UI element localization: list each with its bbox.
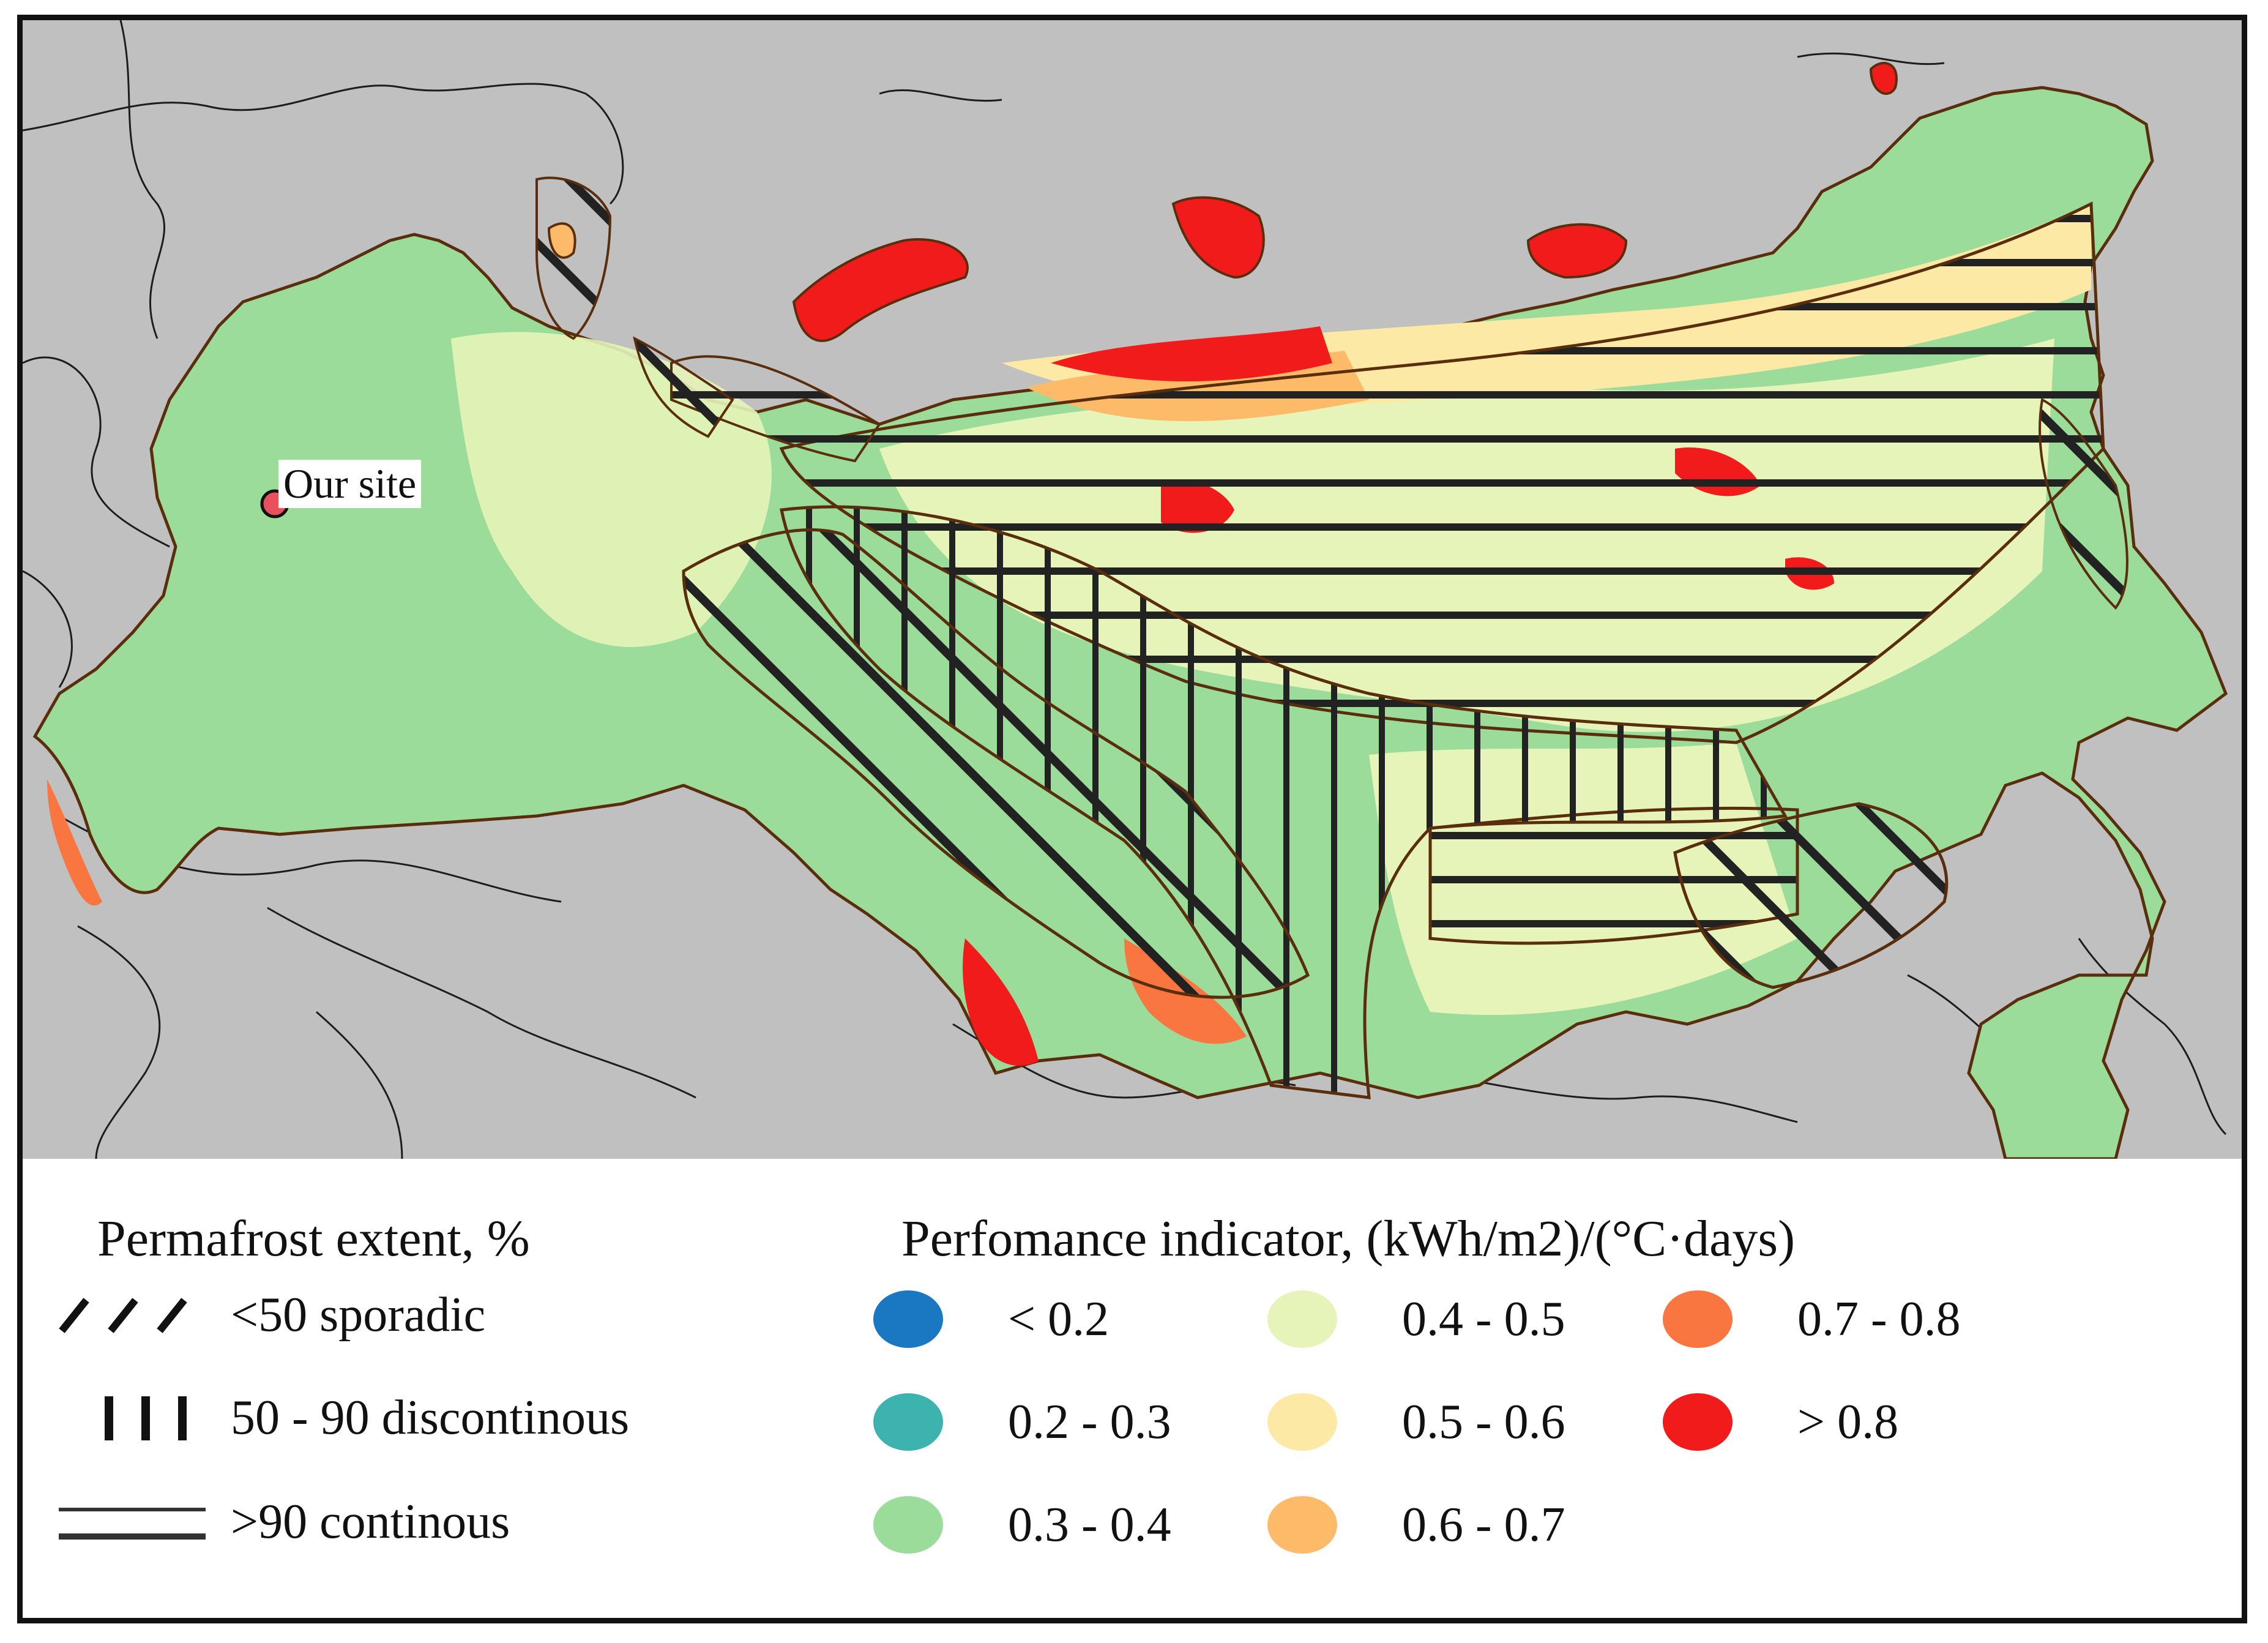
performance-legend-title: Perfomance indicator, (kWh/m2)/(°C·days)	[901, 1210, 1796, 1267]
horizontal-hatch-swatch	[59, 1507, 206, 1540]
color-swatch	[873, 1496, 943, 1554]
color-swatch	[1663, 1290, 1733, 1348]
vertical-hatch-swatch	[105, 1396, 187, 1440]
permafrost-legend-title: Permafrost extent, %	[97, 1210, 530, 1267]
legend-item-continuous: >90 continous	[56, 1494, 510, 1550]
site-label: Our site	[278, 460, 422, 508]
legend-label: 0.6 - 0.7	[1402, 1497, 1565, 1552]
legend-label: 0.3 - 0.4	[1008, 1497, 1171, 1552]
legend-item-0-7-0-8: 0.7 - 0.8	[1663, 1290, 1961, 1348]
map-svg	[23, 20, 2228, 1159]
figure-frame: Our site Permafrost extent, % <50 sporad…	[17, 15, 2247, 1623]
legend-item-sporadic: <50 sporadic	[56, 1287, 485, 1343]
legend-label: < 0.2	[1008, 1292, 1110, 1346]
color-swatch	[1267, 1496, 1337, 1554]
legend-item-0-4-0-5: 0.4 - 0.5	[1267, 1290, 1565, 1348]
color-swatch	[1267, 1290, 1337, 1348]
color-swatch	[873, 1290, 943, 1348]
legend-panel: Permafrost extent, % <50 sporadic 50 - 9…	[23, 1159, 2242, 1618]
legend-item-gt-0-8: > 0.8	[1663, 1393, 1898, 1451]
legend-item-0-2-0-3: 0.2 - 0.3	[873, 1393, 1171, 1451]
legend-label-continuous: >90 continous	[231, 1495, 510, 1549]
legend-label: 0.4 - 0.5	[1402, 1292, 1565, 1346]
legend-label: 0.2 - 0.3	[1008, 1394, 1171, 1449]
legend-item-lt-0-2: < 0.2	[873, 1290, 1109, 1348]
legend-label: 0.7 - 0.8	[1797, 1292, 1961, 1346]
legend-label: > 0.8	[1797, 1394, 1899, 1449]
legend-item-0-3-0-4: 0.3 - 0.4	[873, 1496, 1171, 1554]
neighbour-country-outlines	[23, 20, 2227, 1159]
diagonal-hatch-swatch	[59, 1297, 187, 1333]
permafrost-sporadic-zone	[535, 176, 2128, 999]
color-swatch	[873, 1393, 943, 1451]
legend-item-0-5-0-6: 0.5 - 0.6	[1267, 1393, 1565, 1451]
legend-label-discontinuous: 50 - 90 discontinous	[231, 1391, 630, 1445]
legend-label-sporadic: <50 sporadic	[231, 1288, 486, 1342]
color-swatch	[1267, 1393, 1337, 1451]
legend-item-discontinuous: 50 - 90 discontinous	[56, 1390, 629, 1446]
legend-label: 0.5 - 0.6	[1402, 1394, 1565, 1449]
color-swatch	[1663, 1393, 1733, 1451]
legend-item-0-6-0-7: 0.6 - 0.7	[1267, 1496, 1565, 1554]
map-panel: Our site	[23, 20, 2242, 1159]
